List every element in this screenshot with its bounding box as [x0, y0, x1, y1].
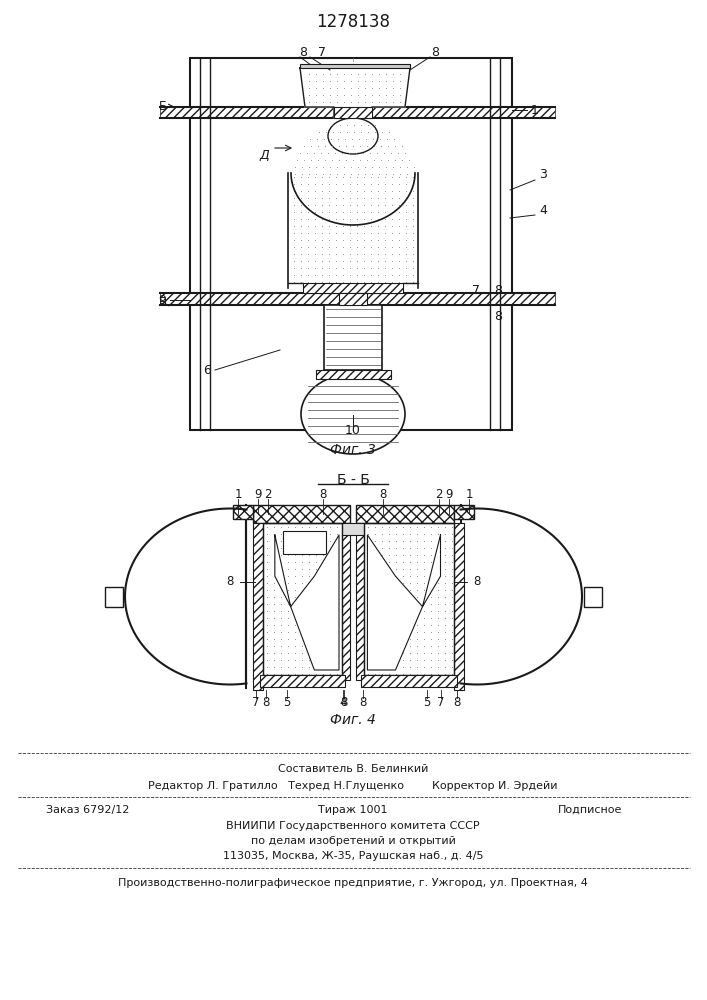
- Bar: [342, 523, 350, 680]
- Text: 8: 8: [359, 696, 367, 708]
- Text: 9: 9: [445, 488, 452, 502]
- Bar: [454, 505, 474, 519]
- Bar: [361, 675, 457, 687]
- Bar: [260, 675, 345, 687]
- Text: 5: 5: [283, 696, 291, 708]
- Text: 6: 6: [203, 363, 211, 376]
- Text: 8: 8: [226, 575, 234, 588]
- Text: 1: 1: [531, 104, 539, 116]
- Bar: [300, 64, 410, 68]
- Polygon shape: [364, 523, 454, 675]
- Ellipse shape: [291, 121, 415, 225]
- Text: 2: 2: [436, 488, 443, 502]
- Text: 2: 2: [264, 488, 271, 502]
- Text: 5: 5: [423, 696, 431, 708]
- Text: 113035, Москва, Ж-35, Раушская наб., д. 4/5: 113035, Москва, Ж-35, Раушская наб., д. …: [223, 851, 484, 861]
- Text: 8: 8: [340, 696, 348, 708]
- Text: 7: 7: [318, 45, 326, 58]
- Text: 9: 9: [158, 294, 166, 306]
- Bar: [233, 505, 253, 519]
- Bar: [324, 305, 382, 370]
- Text: 8: 8: [320, 488, 327, 502]
- Text: 8: 8: [262, 696, 269, 708]
- Bar: [160, 293, 555, 305]
- Text: Редактор Л. Гратилло   Техред Н.Глущенко        Корректор И. Эрдейи: Редактор Л. Гратилло Техред Н.Глущенко К…: [148, 781, 558, 791]
- Text: 8: 8: [494, 284, 502, 296]
- Bar: [584, 586, 602, 606]
- Text: Б: Б: [159, 101, 167, 113]
- Text: Б - Б: Б - Б: [337, 473, 370, 487]
- Polygon shape: [300, 68, 410, 118]
- Bar: [160, 107, 555, 118]
- Bar: [303, 283, 403, 293]
- Bar: [160, 107, 555, 118]
- Text: Фиг. 4: Фиг. 4: [330, 713, 376, 727]
- Bar: [190, 58, 512, 430]
- Text: 3: 3: [539, 168, 547, 182]
- Text: 8: 8: [380, 488, 387, 502]
- Bar: [342, 523, 364, 535]
- Bar: [339, 293, 367, 305]
- Text: 1278138: 1278138: [316, 13, 390, 31]
- Text: 8: 8: [473, 575, 481, 588]
- Bar: [105, 586, 123, 606]
- Bar: [283, 531, 326, 554]
- Text: ВНИИПИ Государственного комитета СССР: ВНИИПИ Государственного комитета СССР: [226, 821, 480, 831]
- Bar: [364, 523, 454, 675]
- Text: Фиг. 3: Фиг. 3: [330, 443, 376, 457]
- Bar: [160, 293, 555, 305]
- Text: 8: 8: [453, 696, 461, 708]
- Text: Заказ 6792/12: Заказ 6792/12: [47, 805, 129, 815]
- Text: 8: 8: [431, 45, 439, 58]
- Ellipse shape: [328, 118, 378, 154]
- Text: 10: 10: [345, 424, 361, 436]
- Text: Б: Б: [159, 296, 167, 310]
- Polygon shape: [263, 523, 342, 675]
- Text: 1: 1: [234, 488, 242, 502]
- Bar: [356, 505, 454, 523]
- Text: 7: 7: [437, 696, 445, 708]
- Text: 8: 8: [299, 45, 307, 58]
- Text: 4: 4: [339, 696, 346, 708]
- Text: 9: 9: [255, 488, 262, 502]
- Text: по делам изобретений и открытий: по делам изобретений и открытий: [250, 836, 455, 846]
- Bar: [316, 370, 391, 379]
- Bar: [334, 107, 372, 118]
- Bar: [356, 523, 364, 680]
- Text: Подписное: Подписное: [558, 805, 622, 815]
- Bar: [253, 523, 263, 690]
- Polygon shape: [275, 535, 339, 670]
- Bar: [253, 505, 350, 523]
- Text: 7: 7: [252, 696, 259, 708]
- Text: 8: 8: [494, 310, 502, 322]
- Text: Производственно-полиграфическое предприятие, г. Ужгород, ул. Проектная, 4: Производственно-полиграфическое предприя…: [118, 878, 588, 888]
- Text: 7: 7: [472, 284, 480, 296]
- Text: 4: 4: [539, 204, 547, 217]
- Bar: [263, 523, 342, 675]
- Text: 1: 1: [465, 488, 473, 502]
- Polygon shape: [368, 535, 440, 670]
- Polygon shape: [283, 531, 326, 554]
- Ellipse shape: [301, 374, 405, 454]
- Bar: [288, 173, 418, 288]
- Text: Д: Д: [259, 148, 269, 161]
- Text: Тираж 1001: Тираж 1001: [318, 805, 387, 815]
- Text: Составитель В. Белинкий: Составитель В. Белинкий: [278, 764, 428, 774]
- Bar: [454, 523, 464, 690]
